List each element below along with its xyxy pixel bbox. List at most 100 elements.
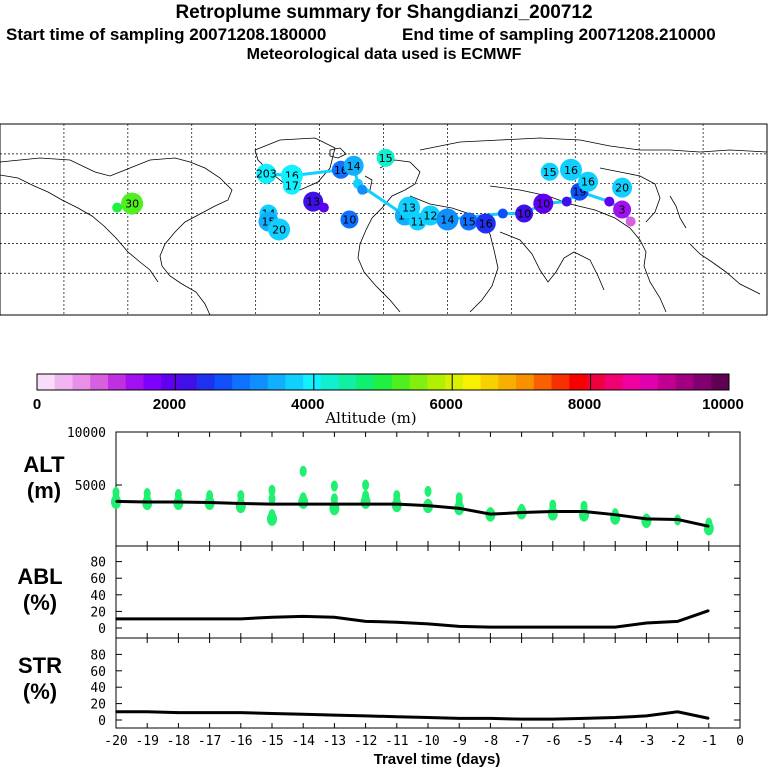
series-point: [271, 616, 273, 619]
colorbar-swatch: [249, 374, 269, 390]
x-tick-label: -12: [354, 734, 377, 749]
plume-centroid-label: 16: [479, 217, 493, 230]
plume-altitude-dot: [330, 480, 338, 492]
plume-centroid: [559, 158, 582, 181]
plume-centroids: 1520316171314152010301614141311121415161…: [112, 148, 636, 241]
plume-centroid-label: 15: [543, 166, 557, 179]
series-point: [208, 618, 211, 620]
series-point: [177, 711, 180, 714]
x-tick-label: -6: [545, 734, 561, 749]
y-tick-label: 20: [90, 605, 106, 620]
colorbar-swatch: [54, 374, 73, 390]
x-tick-label: -8: [483, 734, 499, 749]
colorbar-swatch: [658, 374, 677, 390]
y-tick-label: 5000: [75, 479, 106, 494]
colorbar-swatch: [409, 374, 428, 390]
series-point: [240, 711, 242, 714]
series-point: [240, 618, 242, 620]
x-tick-label: -3: [639, 734, 655, 749]
series-point: [520, 626, 523, 628]
colorbar-swatch: [675, 374, 695, 390]
series-point: [271, 712, 273, 715]
coastline: [0, 157, 233, 316]
y-tick-label: 10000: [67, 426, 106, 441]
colorbar-swatch: [604, 374, 624, 390]
series-point: [396, 621, 398, 623]
x-tick-label: -17: [198, 734, 221, 749]
colorbar-swatch: [711, 374, 730, 390]
series-point: [489, 717, 492, 720]
panel-ylabel: STR: [18, 653, 62, 678]
plume-altitude-dot: [424, 485, 432, 497]
series-point: [645, 518, 648, 520]
series-line-alt: [115, 499, 710, 528]
series-point: [115, 711, 117, 713]
colorbar-tick-label: 10000: [702, 396, 744, 413]
series-point: [708, 525, 710, 528]
x-tick-label: -2: [670, 734, 686, 749]
series-point: [614, 716, 616, 719]
y-tick-label: 80: [90, 556, 106, 571]
colorbar-swatch: [427, 374, 446, 390]
coastline: [357, 159, 421, 313]
colorbar-tick-label: 6000: [430, 396, 463, 413]
series-point: [333, 503, 336, 505]
plume-altitude-dot: [174, 489, 182, 501]
y-tick-label: 0: [98, 622, 106, 637]
series-point: [396, 503, 398, 505]
plume-altitude-dot: [268, 509, 276, 521]
series-point: [676, 518, 679, 521]
colorbar-tick-label: 0: [33, 396, 41, 413]
series-point: [458, 507, 461, 510]
coastline: [363, 175, 373, 195]
plume-altitude-dot: [143, 487, 151, 499]
series-point: [208, 501, 211, 504]
series-point: [146, 501, 148, 503]
coastline: [419, 137, 768, 153]
series-point: [552, 718, 554, 720]
colorbar-swatch: [320, 374, 340, 390]
colorbar-swatch: [125, 374, 144, 390]
plume-centroid: [459, 212, 478, 231]
series-point: [146, 618, 148, 620]
plume-altitude-dot: [362, 490, 370, 502]
plume-centroid-label: 15: [462, 215, 476, 228]
colorbar-swatch: [693, 374, 712, 390]
series-point: [552, 626, 554, 628]
series-point: [177, 618, 180, 620]
series-point: [364, 503, 367, 505]
x-tick-label: -1: [701, 734, 717, 749]
plume-centroid: [497, 208, 508, 219]
series-point: [489, 513, 492, 515]
x-tick-label: -7: [514, 734, 530, 749]
series-point: [552, 510, 554, 513]
plume-centroid-label: 10: [517, 208, 531, 221]
map-panel: 1520316171314152010301614141311121415161…: [0, 123, 768, 316]
plume-centroid: [612, 177, 633, 198]
plume-centroid: [475, 213, 496, 234]
colorbar-swatch: [569, 374, 588, 390]
coastline: [409, 195, 499, 313]
plume-centroid-label: 17: [285, 180, 299, 193]
series-point: [364, 620, 367, 623]
series-point: [520, 718, 523, 720]
colorbar-swatch: [178, 374, 198, 390]
plume-centroid-label: 3: [619, 204, 626, 217]
plume-centroid: [318, 202, 329, 213]
x-tick-label: -20: [104, 734, 127, 749]
plume-centroid-label: 20: [615, 182, 629, 195]
colorbar-swatch: [587, 374, 606, 390]
colorbar-swatch: [445, 374, 464, 390]
series-point: [115, 500, 117, 503]
colorbar-swatch: [622, 374, 641, 390]
x-tick-label: 0: [736, 734, 744, 749]
timeseries-panels: ALT(m) 500010000ABL(%)020406080STR(%)0204…: [17, 426, 744, 749]
plume-centroid: [604, 196, 615, 207]
plume-altitude-dot: [268, 493, 276, 505]
plume-altitude-dot: [112, 486, 120, 498]
y-tick-label: 40: [90, 681, 106, 696]
series-point: [333, 714, 336, 716]
panel-ylabel: ALT: [23, 452, 65, 477]
plume-centroid: [613, 200, 632, 219]
colorbar-swatch: [480, 374, 499, 390]
